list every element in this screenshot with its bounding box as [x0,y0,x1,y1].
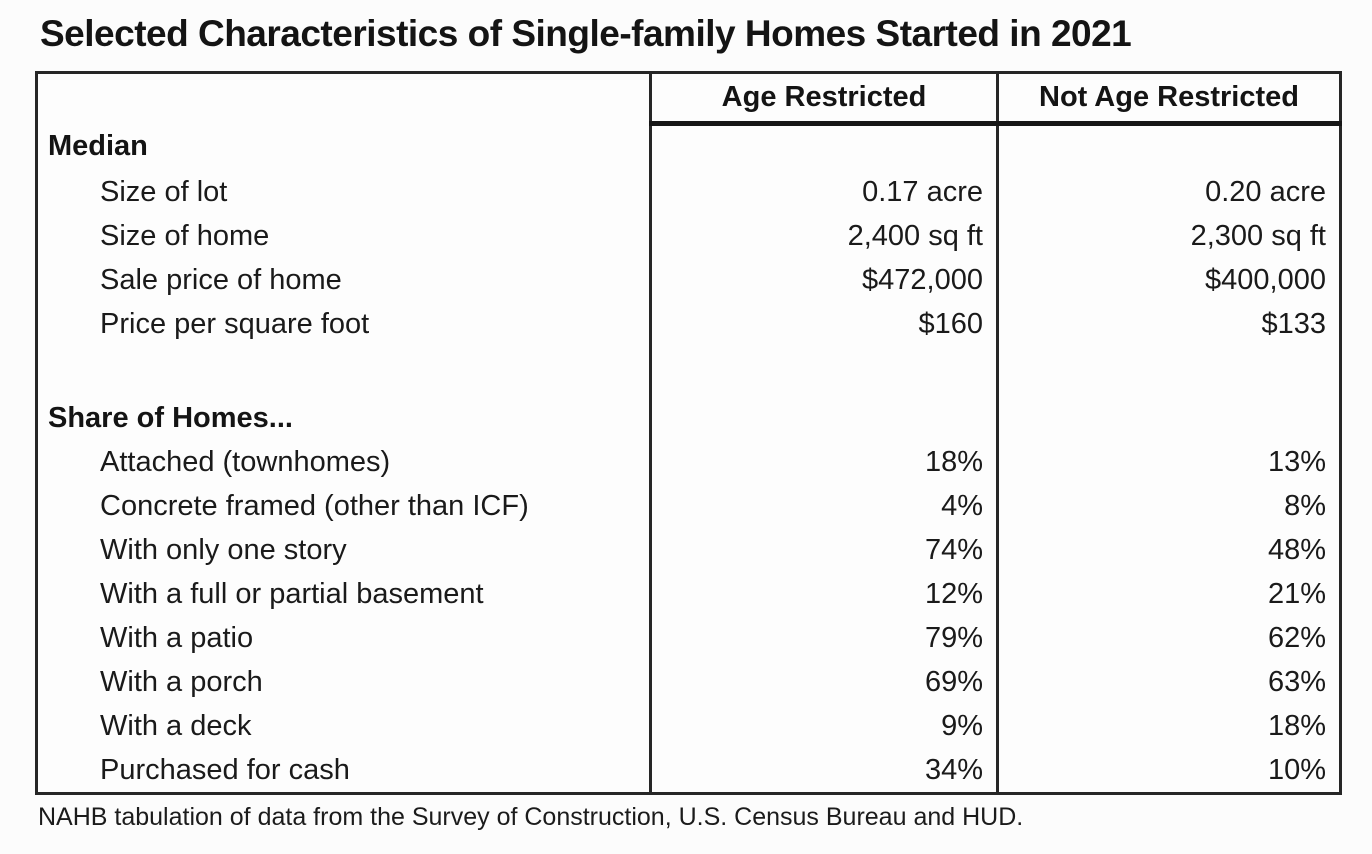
row-label: With a full or partial basement [100,577,484,610]
not-age-restricted-value: 62% [996,616,1341,660]
row-label: Size of lot [100,175,228,208]
table-row-porch: With a porch 69% 63% [37,660,1341,704]
age-restricted-value [649,396,998,440]
section-label: Share of Homes... [48,401,293,434]
table-row-deck: With a deck 9% 18% [37,704,1341,748]
row-label: Price per square foot [100,307,370,340]
age-restricted-value: 18% [649,440,998,484]
characteristics-table: Age Restricted Not Age Restricted Median… [35,71,1342,795]
row-label: With only one story [100,533,347,566]
row-label: Sale price of home [100,263,342,296]
table-row-patio: With a patio 79% 62% [37,616,1341,660]
not-age-restricted-value: 0.20 acre [996,170,1341,214]
row-label: Concrete framed (other than ICF) [100,489,529,522]
not-age-restricted-value: 63% [996,660,1341,704]
age-restricted-value: 12% [649,572,998,616]
header-empty-cell [37,73,651,124]
not-age-restricted-value [996,123,1341,170]
row-label: Attached (townhomes) [100,445,391,478]
column-header-not-age-restricted: Not Age Restricted [996,72,1341,126]
column-header-age-restricted: Age Restricted [649,72,998,126]
not-age-restricted-value: $400,000 [996,258,1341,302]
not-age-restricted-value: 8% [996,484,1341,528]
age-restricted-value: 9% [649,704,998,748]
not-age-restricted-value: 10% [996,748,1341,794]
table-row-basement: With a full or partial basement 12% 21% [37,572,1341,616]
section-row-share-of-homes: Share of Homes... [37,396,1341,440]
not-age-restricted-value: 21% [996,572,1341,616]
source-note: NAHB tabulation of data from the Survey … [38,803,1024,831]
age-restricted-value: 0.17 acre [649,170,998,214]
age-restricted-value: 79% [649,616,998,660]
not-age-restricted-value: 2,300 sq ft [996,214,1341,258]
age-restricted-value: 74% [649,528,998,572]
row-label: Purchased for cash [100,753,350,786]
age-restricted-value [649,123,998,170]
row-label: Size of home [100,219,270,252]
not-age-restricted-value: $133 [996,302,1341,346]
row-label [37,346,651,396]
table-row-one-story: With only one story 74% 48% [37,528,1341,572]
row-label: With a porch [100,665,263,698]
age-restricted-value: 34% [649,748,998,794]
not-age-restricted-value [996,396,1341,440]
row-label: With a deck [100,709,252,742]
age-restricted-value: 69% [649,660,998,704]
spacer-row [37,346,1341,396]
section-label: Median [48,130,148,163]
section-row-median: Median [37,123,1341,170]
not-age-restricted-value: 48% [996,528,1341,572]
table-row-size-of-lot: Size of lot 0.17 acre 0.20 acre [37,170,1341,214]
not-age-restricted-value [996,346,1341,396]
header-row: Age Restricted Not Age Restricted [37,72,1341,126]
table-title: Selected Characteristics of Single-famil… [40,13,1132,54]
table-row-sale-price: Sale price of home $472,000 $400,000 [37,258,1341,302]
table-row-size-of-home: Size of home 2,400 sq ft 2,300 sq ft [37,214,1341,258]
table-row-price-per-sq-ft: Price per square foot $160 $133 [37,302,1341,346]
table-row-attached: Attached (townhomes) 18% 13% [37,440,1341,484]
age-restricted-value: $160 [649,302,998,346]
age-restricted-value: 4% [649,484,998,528]
row-label: With a patio [100,621,254,654]
age-restricted-value [649,346,998,396]
age-restricted-value: $472,000 [649,258,998,302]
not-age-restricted-value: 18% [996,704,1341,748]
table-row-purchased-for-cash: Purchased for cash 34% 10% [37,748,1341,794]
not-age-restricted-value: 13% [996,440,1341,484]
age-restricted-value: 2,400 sq ft [649,214,998,258]
table-row-concrete-framed: Concrete framed (other than ICF) 4% 8% [37,484,1341,528]
